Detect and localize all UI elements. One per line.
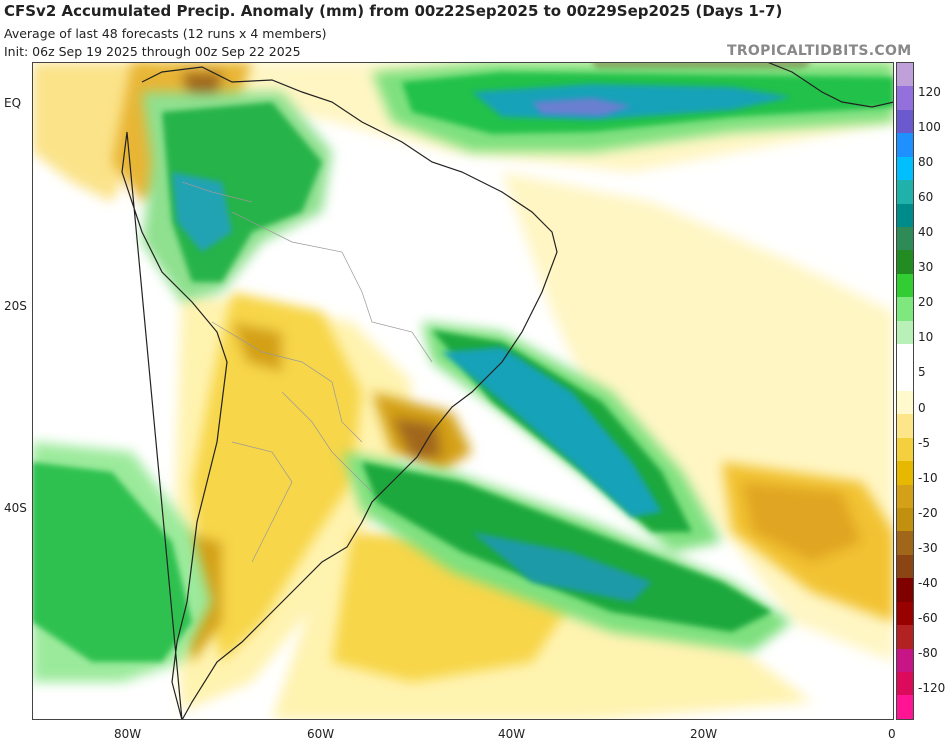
colorbar-label: 60 bbox=[918, 190, 934, 205]
colorbar-swatch bbox=[897, 63, 913, 87]
colorbar-swatch bbox=[897, 531, 913, 555]
colorbar-swatch bbox=[897, 344, 913, 368]
colorbar-swatch bbox=[897, 297, 913, 321]
south-america-outline bbox=[121, 66, 558, 720]
colorbar-swatch bbox=[897, 109, 913, 134]
lat-label-40s: 40S bbox=[4, 501, 27, 515]
colorbar-swatch bbox=[897, 367, 913, 391]
wet-anomaly-teal bbox=[172, 84, 792, 602]
map-subtitle-ensemble: Average of last 48 forecasts (12 runs x … bbox=[4, 26, 327, 41]
colorbar-swatch bbox=[897, 601, 913, 626]
colorbar-label: 40 bbox=[918, 225, 934, 240]
colorbar-swatch bbox=[897, 554, 913, 579]
colorbar-swatch bbox=[897, 226, 913, 251]
colorbar-label: 80 bbox=[918, 155, 934, 170]
map-canvas bbox=[32, 62, 894, 720]
colorbar-swatch bbox=[897, 203, 913, 227]
lon-label-80w: 80W bbox=[114, 727, 142, 741]
colorbar-swatch bbox=[897, 461, 913, 485]
colorbar-label: -80 bbox=[918, 645, 938, 660]
colorbar-swatch bbox=[897, 437, 913, 462]
wet-anomaly-core bbox=[532, 98, 632, 116]
colorbar-swatch bbox=[897, 695, 913, 719]
lon-label-40w: 40W bbox=[498, 727, 526, 741]
colorbar-swatch bbox=[897, 250, 913, 274]
colorbar-label: 5 bbox=[918, 365, 926, 380]
colorbar-swatch bbox=[897, 648, 913, 672]
lat-label-eq: EQ bbox=[4, 96, 22, 110]
colorbar-label: 20 bbox=[918, 295, 934, 310]
colorbar-label: -60 bbox=[918, 610, 938, 625]
colorbar-swatch bbox=[897, 390, 913, 415]
colorbar-swatch bbox=[897, 484, 913, 509]
map-title: CFSv2 Accumulated Precip. Anomaly (mm) f… bbox=[4, 2, 783, 20]
colorbar-label: 100 bbox=[918, 120, 941, 135]
precip-anomaly-map bbox=[32, 62, 894, 720]
country-borders bbox=[181, 181, 433, 563]
west-africa-outline bbox=[766, 62, 894, 108]
colorbar-swatch bbox=[897, 133, 913, 157]
lon-label-60w: 60W bbox=[307, 727, 335, 741]
colorbar-swatch bbox=[897, 273, 913, 298]
brand-watermark: TROPICALTIDBITS.COM bbox=[727, 43, 912, 59]
colorbar-label: -20 bbox=[918, 505, 938, 520]
map-subtitle-init: Init: 06z Sep 19 2025 through 00z Sep 22… bbox=[4, 44, 301, 59]
colorbar-label: -40 bbox=[918, 575, 938, 590]
colorbar-label: -120 bbox=[918, 681, 945, 695]
colorbar bbox=[896, 62, 914, 720]
colorbar-label: 120 bbox=[918, 85, 941, 99]
colorbar-label: 30 bbox=[918, 260, 934, 275]
lon-label-20w: 20W bbox=[690, 727, 718, 741]
coastlines bbox=[121, 62, 894, 720]
colorbar-swatch bbox=[897, 508, 913, 532]
colorbar-swatch bbox=[897, 578, 913, 602]
colorbar-swatch bbox=[897, 156, 913, 181]
colorbar-swatch bbox=[897, 180, 913, 204]
colorbar-label: 10 bbox=[918, 330, 934, 345]
lat-label-20s: 20S bbox=[4, 299, 27, 313]
colorbar-swatch bbox=[897, 671, 913, 696]
lon-label-0: 0 bbox=[888, 727, 896, 741]
colorbar-swatch bbox=[897, 320, 913, 345]
colorbar-swatch bbox=[897, 625, 913, 649]
colorbar-label: -5 bbox=[918, 435, 930, 450]
colorbar-swatch bbox=[897, 86, 913, 110]
colorbar-swatch bbox=[897, 414, 913, 438]
colorbar-label: 0 bbox=[918, 400, 926, 415]
colorbar-label: -10 bbox=[918, 470, 938, 485]
colorbar-label: -30 bbox=[918, 540, 938, 555]
